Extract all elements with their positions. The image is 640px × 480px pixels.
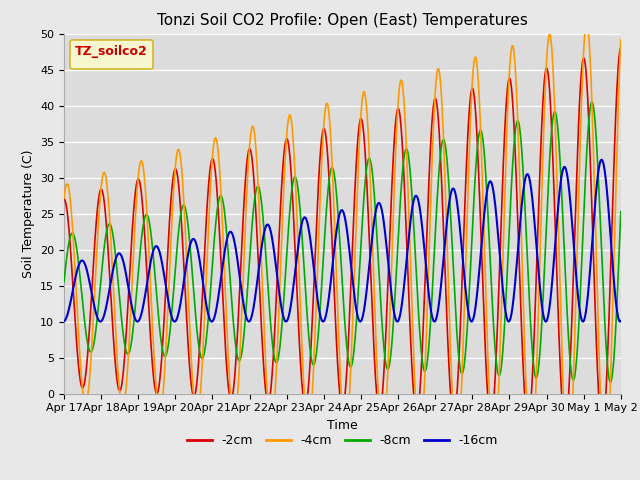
- Title: Tonzi Soil CO2 Profile: Open (East) Temperatures: Tonzi Soil CO2 Profile: Open (East) Temp…: [157, 13, 528, 28]
- Y-axis label: Soil Temperature (C): Soil Temperature (C): [22, 149, 35, 278]
- Legend: : [70, 40, 153, 69]
- X-axis label: Time: Time: [327, 419, 358, 432]
